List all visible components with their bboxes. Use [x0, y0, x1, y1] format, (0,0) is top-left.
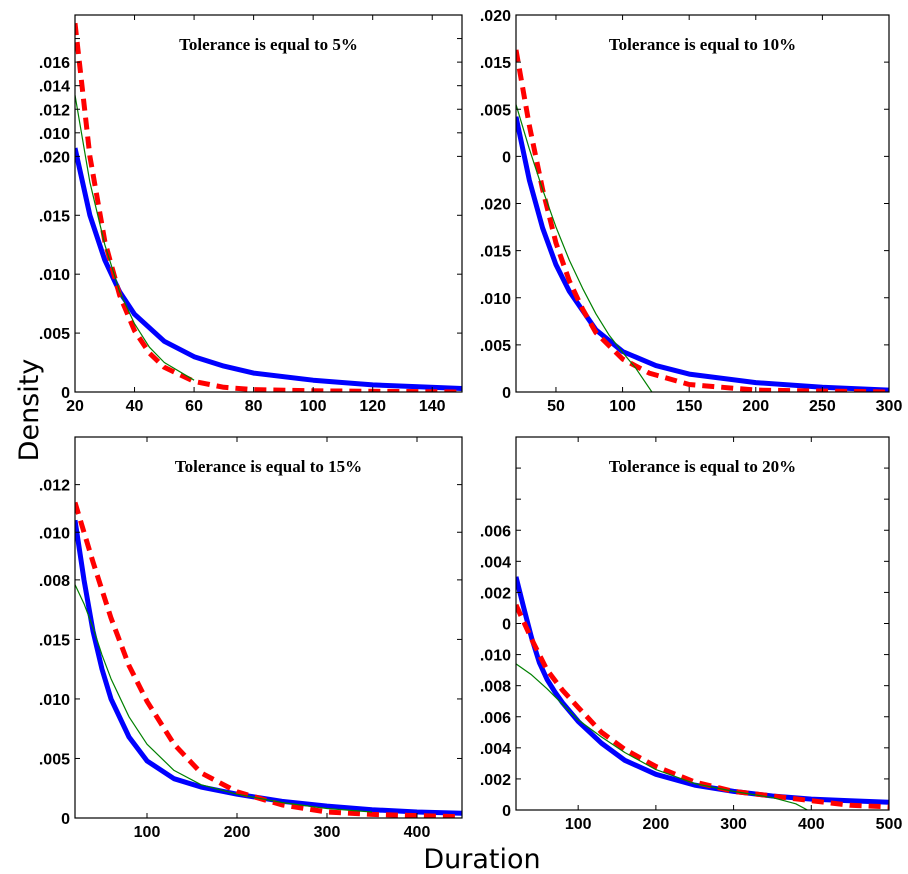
y-tick-label: .005 [39, 751, 70, 768]
series-line-red [516, 603, 889, 810]
x-tick-label: 100 [565, 816, 592, 833]
y-tick-label: .004 [480, 741, 511, 758]
y-tick-label: .008 [480, 679, 511, 696]
x-tick-label: 140 [419, 398, 446, 415]
y-tick-label: .010 [480, 291, 511, 308]
series-line-red [75, 501, 462, 818]
series-group [516, 576, 889, 810]
y-axis-label: Density [14, 359, 45, 462]
x-tick-label: 300 [314, 824, 341, 841]
x-tick-label: 20 [66, 398, 84, 415]
series-line-green [75, 584, 373, 813]
x-tick-label: 50 [547, 398, 565, 415]
x-tick-label: 200 [643, 816, 670, 833]
x-tick-label: 500 [876, 816, 903, 833]
x-tick-label: 100 [134, 824, 161, 841]
y-tick-label: .012 [39, 102, 70, 119]
y-tick-label: .005 [480, 102, 511, 119]
x-tick-label: 120 [359, 398, 386, 415]
y-tick-label: .015 [480, 244, 511, 261]
x-tick-label: 250 [809, 398, 836, 415]
y-tick-label: 0 [61, 385, 70, 402]
series-line-green [75, 94, 195, 381]
axes-frame [74, 14, 463, 393]
series-group [516, 49, 889, 392]
y-tick-label: .006 [480, 710, 511, 727]
y-tick-label: 0 [502, 385, 511, 402]
y-tick-label: .010 [39, 126, 70, 143]
series-line-green [516, 104, 653, 392]
axes-frame [515, 436, 890, 811]
series-line-green [516, 663, 808, 810]
y-tick-label: 0 [502, 803, 511, 820]
series-line-red [75, 22, 462, 392]
y-tick-label: .015 [39, 632, 70, 649]
y-tick-label: .020 [39, 149, 70, 166]
y-tick-label: .010 [39, 525, 70, 542]
panel-tolerance-5: 20 40 60 80 100 120 140 0 .005 .010 .015 .020 .010 .0… [39, 14, 463, 415]
y-tick-label: .015 [39, 208, 70, 225]
x-tick-label: 400 [404, 824, 431, 841]
y-tick-label: .020 [480, 8, 511, 25]
series-line-blue [516, 116, 889, 392]
series-line-blue [75, 147, 462, 391]
y-tick-label: .020 [480, 197, 511, 214]
y-tick-label: .012 [39, 478, 70, 495]
panel-tolerance-15: 100 200 300 400 0 .005 .010 .015 .008 .010 .012 Tol… [39, 436, 463, 841]
y-tick-label: .010 [39, 692, 70, 709]
y-tick-label: 0 [61, 811, 70, 828]
y-tick-label: .006 [480, 523, 511, 540]
x-tick-label: 150 [676, 398, 703, 415]
panel-title: Tolerance is equal to 10% [609, 35, 796, 54]
panel-title: Tolerance is equal to 5% [179, 35, 358, 54]
y-tick-label: .008 [39, 573, 70, 590]
y-tick-label: .005 [39, 326, 70, 343]
x-tick-label: 300 [876, 398, 903, 415]
y-tick-label: 0 [502, 617, 511, 634]
panel-tolerance-20: 100 200 300 400 500 0 .002 .004 .006 .008 .010 0 .00… [480, 436, 903, 833]
x-tick-label: 100 [609, 398, 636, 415]
x-tick-label: 300 [720, 816, 747, 833]
y-tick-label: .005 [480, 338, 511, 355]
y-tick-label: .015 [480, 55, 511, 72]
panel-title: Tolerance is equal to 15% [175, 457, 362, 476]
y-tick-label: .002 [480, 585, 511, 602]
y-tick-label: .016 [39, 55, 70, 72]
series-group [75, 22, 462, 392]
series-line-red [516, 49, 889, 392]
x-tick-label: 100 [300, 398, 327, 415]
y-tick-label: .010 [480, 648, 511, 665]
y-tick-label: .002 [480, 772, 511, 789]
y-tick-label: .014 [39, 79, 70, 96]
y-tick-label: 0 [502, 149, 511, 166]
x-tick-label: 200 [742, 398, 769, 415]
axes-frame [74, 436, 463, 819]
y-tick-label: .004 [480, 554, 511, 571]
series-line-blue [75, 519, 462, 816]
x-tick-label: 80 [245, 398, 263, 415]
y-tick-label: .010 [39, 267, 70, 284]
series-group [75, 501, 462, 818]
x-tick-label: 200 [224, 824, 251, 841]
axes-frame [515, 14, 890, 393]
panel-title: Tolerance is equal to 20% [609, 457, 796, 476]
x-axis-label: Duration [423, 844, 540, 874]
x-tick-label: 400 [798, 816, 825, 833]
series-line-blue [516, 576, 889, 805]
x-tick-label: 60 [185, 398, 203, 415]
panel-tolerance-10: 50 100 150 200 250 300 0 .005 .010 .015 .020 0 .005.… [480, 8, 903, 415]
x-tick-label: 40 [126, 398, 144, 415]
